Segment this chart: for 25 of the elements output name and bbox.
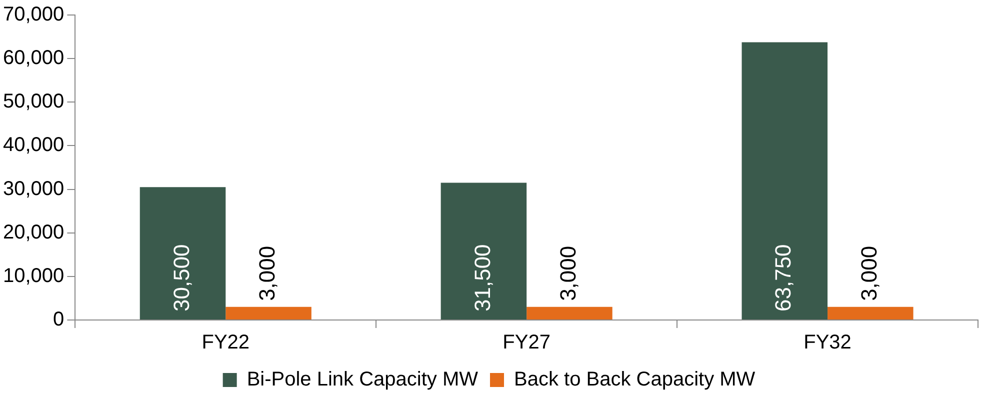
bar — [440, 182, 527, 320]
data-label: 31,500 — [470, 244, 495, 312]
bar — [828, 306, 914, 320]
y-tick-label: 60,000 — [3, 47, 64, 70]
legend-label: Bi-Pole Link Capacity MW — [246, 368, 478, 391]
data-label: 30,500 — [168, 244, 194, 312]
data-label: 3,000 — [254, 246, 280, 301]
bar — [226, 306, 312, 320]
y-tick-label: 50,000 — [3, 90, 64, 113]
bar — [742, 42, 828, 320]
legend-label: Back to Back Capacity MW — [514, 368, 756, 391]
bar — [526, 306, 612, 320]
y-tick-label: 10,000 — [3, 264, 64, 287]
bar — [140, 187, 226, 320]
x-tick-label: FY32 — [804, 332, 852, 354]
y-tick-label: 70,000 — [3, 4, 64, 26]
data-label: 3,000 — [556, 246, 581, 301]
data-label: 63,750 — [770, 244, 796, 312]
y-tick-label: 30,000 — [3, 178, 64, 200]
x-tick-label: FY27 — [502, 332, 550, 354]
y-tick-label: 40,000 — [3, 134, 64, 156]
x-tick-label: FY22 — [202, 332, 250, 354]
data-label: 3,000 — [856, 246, 882, 301]
y-tick-label: 20,000 — [3, 221, 64, 244]
y-tick-label: 0 — [53, 308, 64, 331]
